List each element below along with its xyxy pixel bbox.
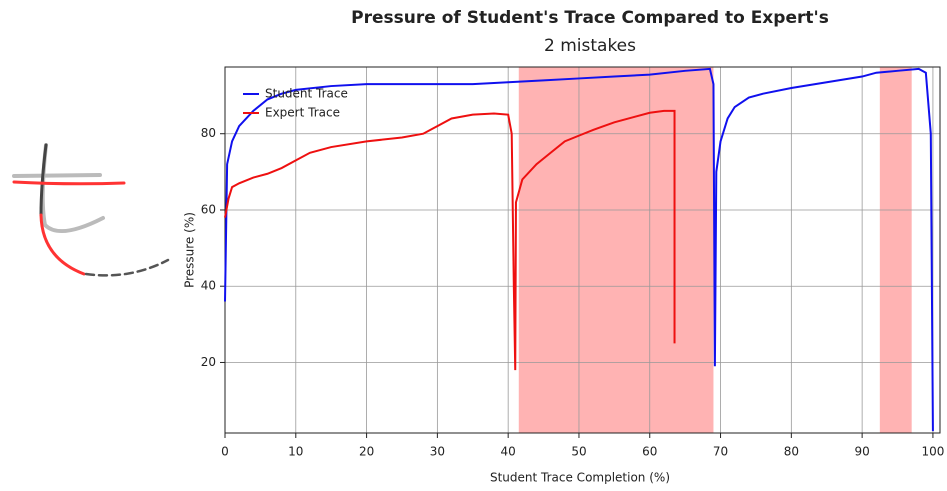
x-tick-label: 20: [359, 445, 374, 459]
stroke-guide: [43, 145, 103, 231]
x-tick-label: 100: [921, 445, 944, 459]
x-tick-label: 40: [501, 445, 516, 459]
y-axis-label: Pressure (%): [183, 212, 197, 288]
x-tick-label: 70: [713, 445, 728, 459]
mistake-band: [880, 67, 912, 433]
y-tick-label: 20: [201, 355, 216, 369]
stroke-remaining: [86, 260, 168, 275]
x-axis-label: Student Trace Completion (%): [490, 471, 670, 485]
stroke-expert: [14, 182, 124, 184]
y-tick-label: 80: [201, 126, 216, 140]
y-tick-label: 40: [201, 279, 216, 293]
chart: Pressure of Student's Trace Compared to …: [0, 0, 947, 487]
x-tick-label: 50: [571, 445, 586, 459]
chart-title: Pressure of Student's Trace Compared to …: [351, 8, 829, 28]
stroke-expert: [41, 215, 84, 274]
stroke-preview: [14, 145, 168, 275]
x-tick-label: 0: [221, 445, 229, 459]
x-tick-label: 10: [288, 445, 303, 459]
x-tick-label: 90: [854, 445, 869, 459]
x-tick-label: 30: [430, 445, 445, 459]
x-tick-label: 80: [784, 445, 799, 459]
stroke-guide: [14, 175, 100, 176]
chart-subtitle: 2 mistakes: [544, 36, 636, 56]
legend-label: Student Trace: [265, 87, 348, 101]
legend-label: Expert Trace: [265, 106, 340, 120]
x-tick-label: 60: [642, 445, 657, 459]
y-tick-label: 60: [201, 202, 216, 216]
